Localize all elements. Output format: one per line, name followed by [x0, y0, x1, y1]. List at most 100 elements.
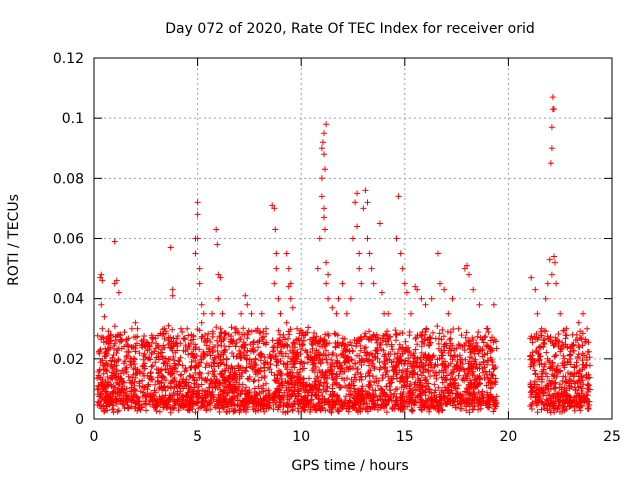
data-point — [579, 330, 586, 337]
data-point — [291, 339, 298, 346]
data-point — [134, 333, 141, 340]
data-point — [368, 265, 375, 272]
data-point — [149, 398, 156, 405]
data-point — [435, 402, 441, 409]
data-point — [486, 393, 493, 400]
data-point — [169, 326, 176, 333]
data-point — [366, 356, 373, 363]
data-point — [322, 352, 329, 359]
data-point — [167, 356, 173, 363]
data-point — [261, 397, 268, 404]
data-point — [296, 330, 303, 337]
data-point — [300, 375, 307, 382]
data-point — [135, 398, 142, 405]
data-point — [170, 353, 177, 360]
data-point — [425, 385, 432, 392]
data-point — [561, 384, 568, 391]
data-point — [398, 404, 405, 411]
data-point — [204, 376, 211, 383]
data-point — [402, 346, 409, 353]
data-point — [418, 349, 425, 356]
data-point — [481, 364, 488, 371]
data-point — [357, 371, 364, 377]
data-point — [421, 403, 428, 410]
data-point — [215, 342, 221, 348]
data-point — [213, 324, 220, 331]
data-point — [375, 382, 381, 389]
data-point — [452, 395, 459, 402]
data-point — [376, 366, 383, 373]
data-point — [361, 398, 368, 405]
data-point — [577, 407, 584, 414]
data-point — [483, 382, 490, 389]
data-point — [243, 384, 249, 391]
data-point — [223, 362, 230, 369]
data-point — [113, 368, 120, 375]
data-point — [470, 392, 477, 399]
data-point — [394, 354, 401, 361]
data-point — [441, 347, 448, 354]
data-point — [250, 347, 257, 353]
data-point — [248, 328, 255, 335]
data-point — [379, 389, 386, 396]
data-point — [261, 367, 268, 374]
data-point — [542, 328, 549, 335]
data-point — [489, 347, 496, 354]
data-point — [138, 337, 145, 344]
data-point — [560, 327, 567, 334]
data-point — [402, 338, 409, 345]
data-point — [216, 405, 223, 412]
data-point — [439, 407, 446, 413]
data-point — [149, 334, 156, 341]
data-point — [301, 365, 308, 372]
data-point — [387, 350, 394, 357]
data-point — [490, 395, 497, 402]
data-point — [98, 301, 105, 308]
data-point — [539, 398, 546, 405]
data-point — [423, 380, 430, 387]
data-point — [214, 241, 221, 248]
data-point — [133, 394, 140, 401]
data-point — [231, 402, 238, 409]
data-point — [561, 361, 568, 368]
data-point — [203, 407, 210, 414]
data-point — [321, 371, 327, 378]
data-point — [582, 362, 589, 368]
data-point — [389, 405, 396, 412]
data-point — [484, 404, 491, 411]
data-point — [417, 377, 424, 384]
data-point — [215, 353, 222, 360]
x-tick-label: 15 — [396, 429, 414, 445]
data-point — [188, 384, 194, 391]
data-point — [470, 286, 477, 293]
data-point — [351, 385, 358, 392]
data-point — [113, 379, 120, 386]
data-point — [330, 376, 337, 383]
data-point — [292, 384, 298, 391]
data-point — [237, 355, 244, 362]
data-point — [263, 380, 269, 387]
data-point — [552, 403, 559, 410]
data-point — [210, 343, 217, 350]
data-point — [586, 354, 593, 361]
data-point — [119, 400, 126, 407]
data-point — [489, 334, 496, 341]
data-point — [311, 369, 318, 375]
data-point — [553, 391, 560, 398]
data-point — [401, 379, 408, 386]
data-point — [159, 354, 166, 361]
data-point — [407, 381, 414, 387]
data-point — [180, 335, 187, 342]
data-point — [570, 373, 577, 380]
data-point — [115, 345, 122, 352]
data-point — [528, 356, 535, 362]
data-point — [176, 378, 183, 385]
data-point — [289, 304, 296, 311]
data-point — [219, 310, 226, 317]
data-point — [333, 371, 340, 378]
data-point — [549, 340, 556, 346]
data-point — [278, 350, 285, 357]
data-point — [321, 205, 327, 212]
data-point — [418, 396, 425, 403]
data-point — [427, 401, 434, 408]
